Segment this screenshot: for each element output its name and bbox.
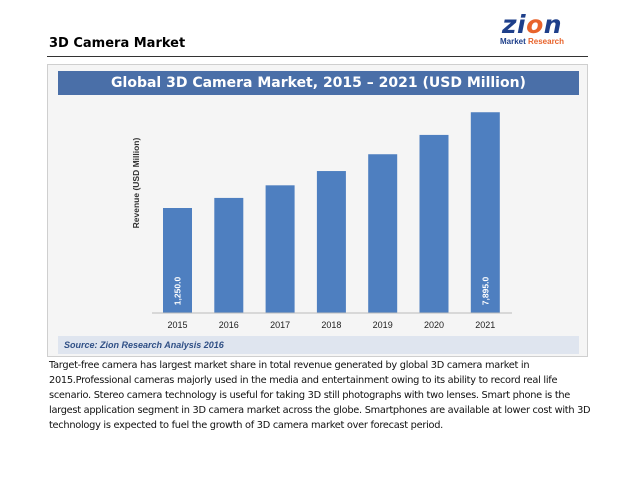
data-label-2021: 7,895.0 <box>480 277 490 306</box>
logo-subtitle: Market Research <box>499 37 565 46</box>
bar-2015 <box>163 208 192 313</box>
x-tick-2016: 2016 <box>219 320 239 330</box>
y-axis-label: Revenue (USD Million) <box>131 138 141 229</box>
x-tick-2021: 2021 <box>475 320 495 330</box>
bar-2017 <box>265 185 295 313</box>
x-tick-2020: 2020 <box>424 320 444 330</box>
chart-title: Global 3D Camera Market, 2015 – 2021 (US… <box>58 71 579 95</box>
page-title: 3D Camera Market <box>49 36 186 51</box>
title-divider <box>47 56 588 57</box>
bar-2019 <box>368 154 398 313</box>
x-tick-2018: 2018 <box>321 320 341 330</box>
x-tick-2019: 2019 <box>373 320 393 330</box>
x-tick-2015: 2015 <box>167 320 187 330</box>
data-label-2015: 1,250.0 <box>173 277 183 306</box>
bar-2018 <box>316 171 346 313</box>
chart-source: Source: Zion Research Analysis 2016 <box>58 336 579 354</box>
logo-wordmark: zion <box>501 10 563 39</box>
bar-2021 <box>470 112 500 314</box>
bar-2016 <box>214 197 244 313</box>
bar-2020 <box>419 134 449 313</box>
body-paragraph: Target-free camera has largest market sh… <box>49 360 591 431</box>
x-tick-2017: 2017 <box>270 320 290 330</box>
zion-logo: zion Market Research <box>492 12 572 52</box>
